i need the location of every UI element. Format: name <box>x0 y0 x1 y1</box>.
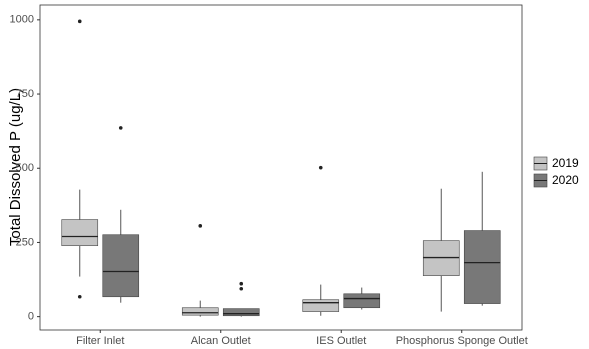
outlier <box>118 126 123 130</box>
box <box>181 307 219 316</box>
x-tick-label: IES Outlet <box>316 335 366 347</box>
y-tick-label: 1000 <box>10 14 34 26</box>
outlier <box>239 286 244 291</box>
x-tick-label: Phosphorus Sponge Outlet <box>396 335 528 347</box>
y-axis-label: Total Dissolved P (ug/L) <box>7 88 24 246</box>
box <box>343 293 381 309</box>
x-tick-label: Alcan Outlet <box>191 335 251 347</box>
outlier <box>318 165 323 170</box>
y-tick-label: 750 <box>16 88 34 100</box>
outlier <box>77 294 82 299</box>
x-tick-label: Filter Inlet <box>76 335 124 347</box>
outlier <box>77 19 82 24</box>
outlier <box>239 281 244 286</box>
box <box>102 234 140 298</box>
legend-label: 2019 <box>552 156 579 170</box>
y-tick-label: 500 <box>16 162 34 174</box>
box <box>302 299 340 312</box>
box <box>463 230 501 304</box>
y-tick-label: 250 <box>16 236 34 248</box>
outlier <box>198 224 203 228</box>
legend-label: 2020 <box>552 173 579 187</box>
box <box>222 308 260 317</box>
box <box>61 219 99 247</box>
y-tick-label: 0 <box>28 311 34 323</box>
